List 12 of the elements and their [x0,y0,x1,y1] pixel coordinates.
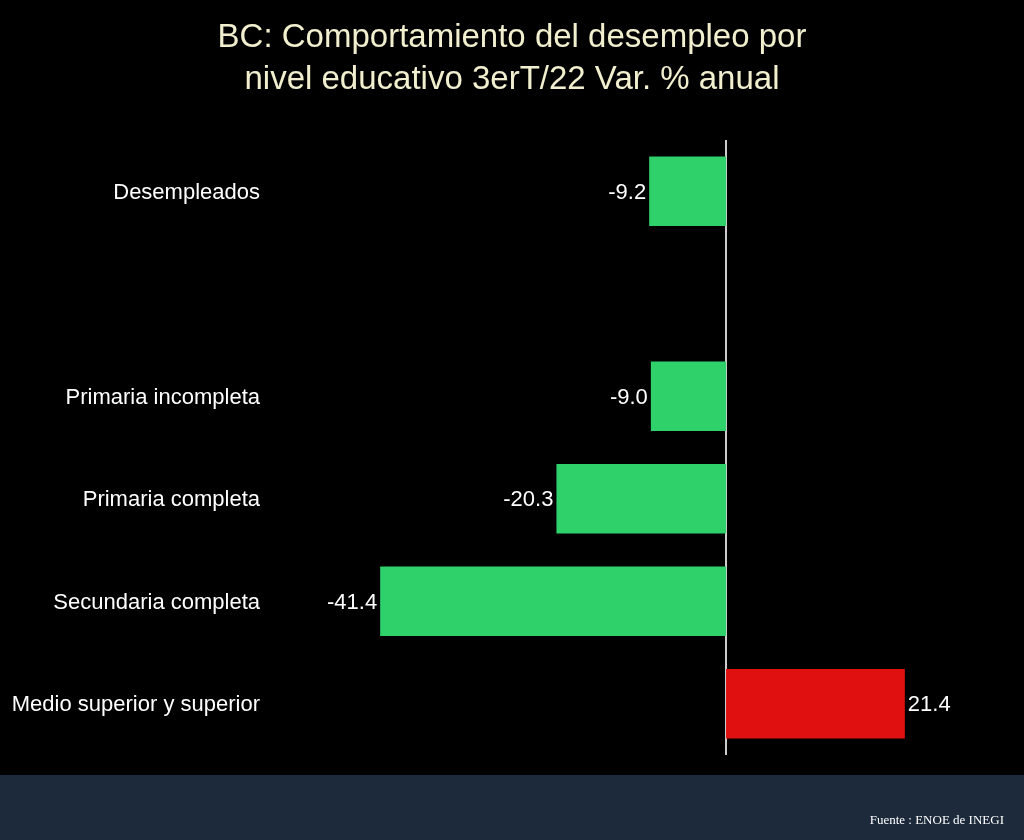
y-tick-label: Primaria incompleta [65,383,261,409]
chart-title: BC: Comportamiento del desempleo por nivel educativo 3erT/22 Var. % anual [217,16,807,97]
y-tick-label: Medio superior y superior [11,691,260,717]
data-label: 21.4 [907,691,951,717]
y-tick-label: Primaria completa [82,486,261,512]
source-note: Fuente : ENOE de INEGI [869,812,1004,828]
data-label: -41.4 [326,588,378,614]
data-label: -9.0 [609,383,648,409]
data-label: -20.3 [503,486,554,512]
y-tick-label: Secundaria completa [53,588,261,614]
data-label: -9.2 [608,178,647,204]
y-tick-label: Desempleados [113,178,260,204]
